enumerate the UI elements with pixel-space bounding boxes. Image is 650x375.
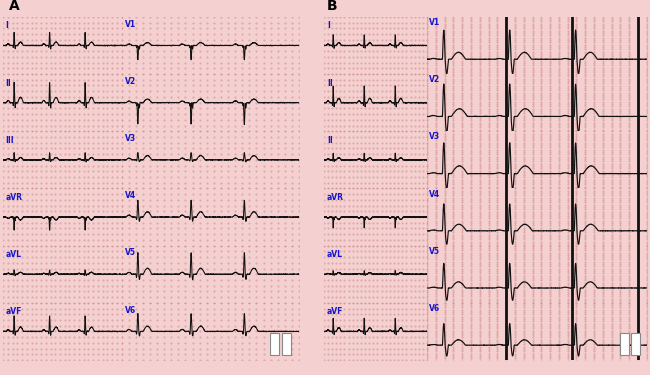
Text: V4: V4 [125,191,136,200]
Text: V6: V6 [429,304,441,313]
Text: V5: V5 [125,249,136,258]
Text: III: III [6,136,14,145]
Bar [282,333,291,355]
Text: I: I [6,21,8,30]
Bar [620,333,629,355]
Text: V2: V2 [125,77,136,86]
Text: V3: V3 [125,134,136,143]
Text: V4: V4 [429,190,441,199]
Text: V3: V3 [429,132,441,141]
Bar [631,333,640,355]
Text: II: II [6,79,11,88]
Text: II: II [327,136,333,145]
Text: V5: V5 [429,247,440,256]
Text: aVL: aVL [327,250,343,259]
Bar [270,333,280,355]
Text: I: I [327,21,330,30]
Text: aVR: aVR [327,193,344,202]
Text: aVF: aVF [327,308,343,316]
Text: A: A [8,0,20,13]
Text: V1: V1 [429,18,441,27]
Text: V1: V1 [125,20,136,29]
Text: II: II [327,79,333,88]
Text: B: B [327,0,337,13]
Text: V6: V6 [125,306,136,315]
Text: V2: V2 [429,75,441,84]
Text: aVL: aVL [6,250,21,259]
Text: aVR: aVR [6,193,23,202]
Text: aVF: aVF [6,308,22,316]
